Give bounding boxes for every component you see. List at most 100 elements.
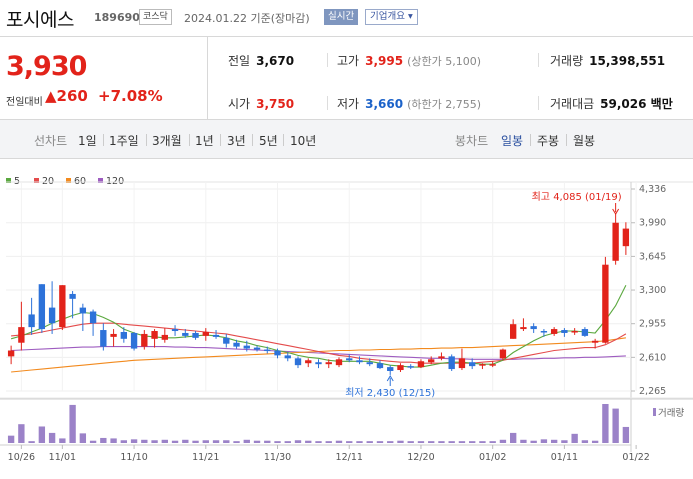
volume-bar bbox=[561, 440, 568, 443]
candle-body bbox=[591, 340, 599, 343]
divider bbox=[189, 134, 190, 146]
volume-bar bbox=[151, 440, 158, 443]
candle-body bbox=[38, 284, 46, 330]
volume-bar bbox=[7, 435, 15, 443]
candle-body bbox=[366, 362, 373, 365]
company-info-dropdown[interactable]: 기업개요 ▾ bbox=[365, 9, 418, 25]
candle-body bbox=[561, 330, 568, 333]
stat-label: 전일 bbox=[228, 54, 251, 68]
high-arrowhead bbox=[612, 208, 620, 215]
tab-3month[interactable]: 3개월 bbox=[152, 134, 182, 148]
high-annotation: 최고 4,085 (01/19) bbox=[532, 191, 622, 203]
volume-bar bbox=[469, 441, 476, 443]
volume-bar bbox=[294, 440, 302, 443]
volume-bar bbox=[110, 438, 117, 443]
volume-bar bbox=[346, 441, 353, 443]
candle-body bbox=[18, 327, 25, 343]
volume-bar bbox=[161, 439, 168, 443]
volume-bar bbox=[448, 441, 455, 443]
stock-code: 189690 bbox=[94, 11, 140, 24]
candle-body bbox=[161, 334, 168, 340]
candle-body bbox=[7, 350, 15, 357]
candle-body bbox=[315, 362, 322, 365]
low-arrowhead bbox=[386, 375, 394, 382]
candle-body bbox=[509, 324, 517, 339]
volume-bar bbox=[376, 441, 384, 443]
volume-bar bbox=[315, 441, 322, 443]
volume-bar bbox=[407, 441, 414, 443]
candle-body bbox=[192, 332, 199, 338]
volume-bar bbox=[243, 439, 250, 443]
volume-bar bbox=[438, 441, 445, 443]
tab-candle-chart[interactable]: 봉차트 bbox=[455, 134, 489, 148]
volume-bar bbox=[397, 440, 404, 443]
volume-bar bbox=[89, 440, 97, 443]
candle-body bbox=[212, 334, 220, 337]
volume-bar bbox=[284, 441, 291, 443]
candle-body bbox=[223, 337, 230, 344]
x-tick-label: 12/11 bbox=[336, 452, 363, 463]
volume-bar bbox=[202, 440, 209, 443]
volume-bar bbox=[100, 437, 107, 443]
volume-bar bbox=[141, 439, 148, 443]
volume-bar bbox=[602, 404, 609, 443]
stat-label: 저가 bbox=[337, 97, 360, 111]
x-tick-label: 10/26 bbox=[8, 452, 35, 463]
volume-bar bbox=[499, 439, 507, 443]
stat-low: 저가 3,660 (하한가 2,755) bbox=[337, 95, 481, 112]
candle-body bbox=[141, 333, 148, 347]
ma20-line bbox=[11, 322, 627, 364]
realtime-button[interactable]: 실시간 bbox=[324, 9, 359, 25]
volume-bar bbox=[520, 439, 527, 443]
stat-value: 59,026 백만 bbox=[600, 97, 673, 111]
tab-5year[interactable]: 5년 bbox=[259, 134, 278, 148]
tab-1week[interactable]: 1주일 bbox=[109, 134, 139, 148]
tab-3year[interactable]: 3년 bbox=[227, 134, 246, 148]
tab-line-chart[interactable]: 선차트 bbox=[34, 134, 68, 148]
candle-body bbox=[233, 342, 240, 347]
candle-body bbox=[499, 349, 507, 359]
y-tick-label: 4,336 bbox=[639, 184, 666, 195]
stat-value: 3,670 bbox=[256, 54, 295, 68]
x-tick-label: 11/30 bbox=[264, 452, 291, 463]
stock-name[interactable]: 포시에스 bbox=[6, 9, 74, 31]
volume-bar bbox=[591, 440, 599, 443]
legend-swatch bbox=[6, 178, 11, 183]
volume-bar bbox=[571, 433, 578, 443]
tab-monthly[interactable]: 월봉 bbox=[573, 134, 596, 148]
volume-bar bbox=[509, 432, 517, 443]
volume-bar bbox=[59, 438, 66, 443]
x-tick-label: 01/22 bbox=[622, 452, 649, 463]
volume-bar bbox=[28, 441, 35, 443]
x-tick-label: 11/21 bbox=[192, 452, 219, 463]
chart-tabs: 선차트 1일 1주일 3개월 1년 3년 5년 10년 봉차트 일봉 주봉 월봉 bbox=[0, 119, 693, 159]
tab-1day[interactable]: 1일 bbox=[78, 134, 97, 148]
candle-body bbox=[428, 359, 435, 363]
candle-body bbox=[48, 307, 56, 324]
y-tick-label: 3,300 bbox=[639, 285, 666, 296]
volume-bar bbox=[550, 439, 558, 443]
candle-body bbox=[520, 327, 527, 330]
candle-body bbox=[28, 314, 35, 328]
candle-body bbox=[253, 347, 261, 350]
tab-weekly[interactable]: 주봉 bbox=[537, 134, 560, 148]
volume-bar bbox=[530, 440, 537, 443]
stat-amount: 거래대금 59,026 백만 bbox=[550, 95, 673, 112]
y-tick-label: 2,955 bbox=[639, 319, 666, 330]
candle-body bbox=[59, 285, 66, 328]
stat-lower-limit: (하한가 2,755) bbox=[407, 98, 481, 111]
candle-body bbox=[438, 356, 445, 359]
x-tick-label: 11/10 bbox=[120, 452, 147, 463]
stock-header: 포시에스 189690 코스닥 2024.01.22 기준(장마감) 실시간 기… bbox=[0, 0, 693, 37]
candle-body bbox=[602, 264, 609, 343]
candle-body bbox=[305, 360, 312, 364]
volume-bar bbox=[18, 424, 25, 443]
price-change: ▲260 bbox=[45, 87, 88, 105]
candle-body bbox=[530, 326, 537, 330]
tab-10year[interactable]: 10년 bbox=[290, 134, 317, 148]
tab-1year[interactable]: 1년 bbox=[195, 134, 214, 148]
candle-body bbox=[346, 358, 353, 361]
candle-body bbox=[407, 366, 414, 368]
tab-daily[interactable]: 일봉 bbox=[501, 134, 524, 148]
